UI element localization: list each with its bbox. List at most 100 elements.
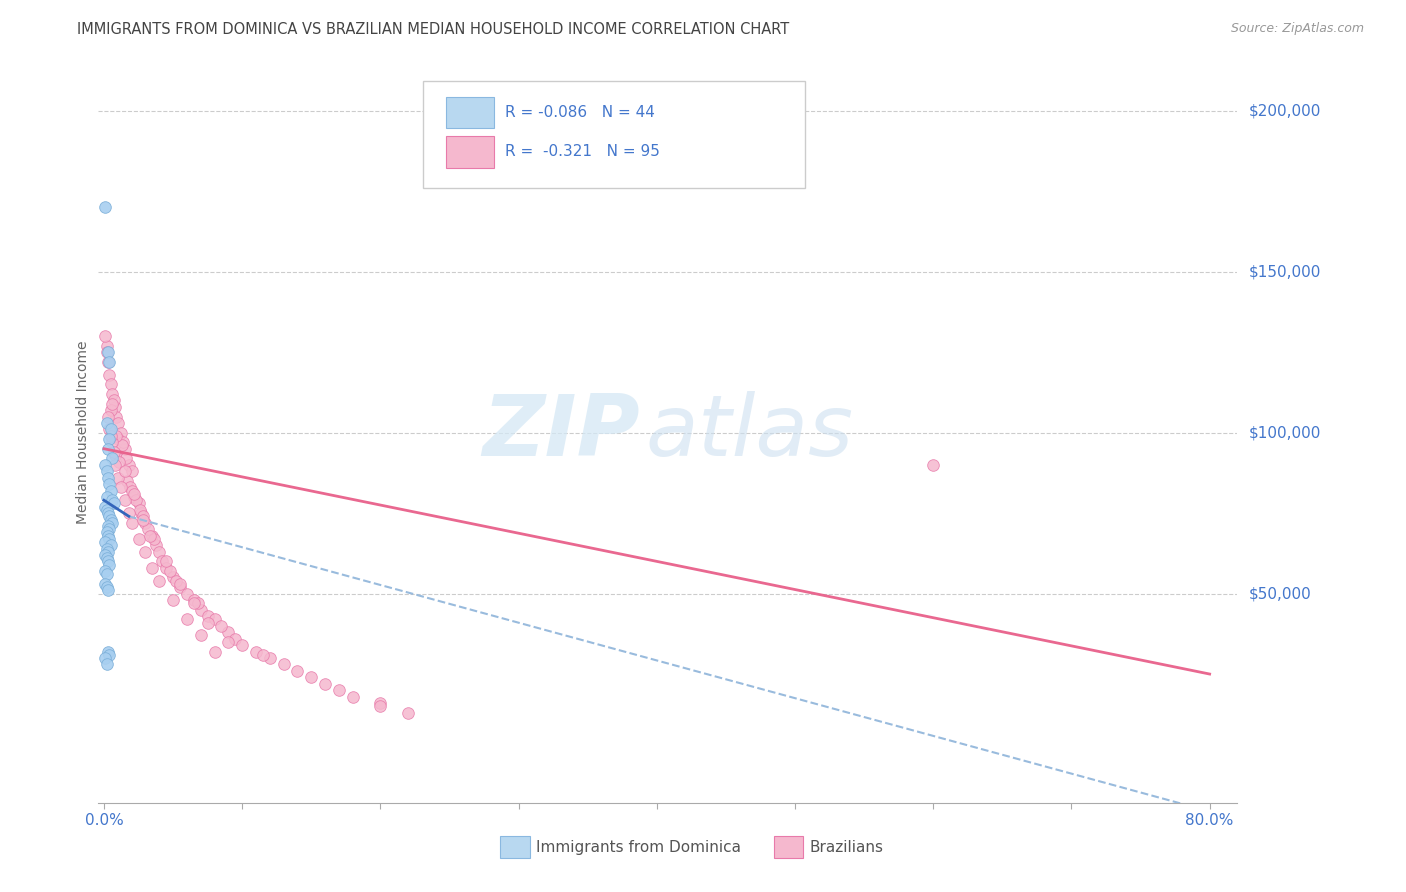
Point	[128, 503, 150, 517]
Point	[159, 564, 181, 578]
Point	[97, 554, 120, 568]
Text: R = -0.086   N = 44: R = -0.086 N = 44	[505, 104, 655, 120]
Text: Source: ZipAtlas.com: Source: ZipAtlas.com	[1230, 22, 1364, 36]
Point	[370, 699, 392, 714]
Point	[204, 644, 226, 658]
Text: $50,000: $50,000	[1249, 586, 1310, 601]
Point	[128, 532, 150, 546]
Point	[105, 429, 128, 443]
Point	[121, 483, 143, 498]
Point	[128, 496, 150, 510]
Point	[98, 422, 121, 436]
Point	[101, 397, 124, 411]
Point	[96, 580, 118, 594]
Point	[94, 500, 117, 514]
Text: ZIP: ZIP	[482, 391, 640, 475]
Point	[100, 403, 122, 417]
Point	[190, 628, 212, 642]
Point	[104, 448, 127, 462]
Point	[342, 690, 364, 704]
Point	[107, 471, 129, 485]
Point	[131, 509, 153, 524]
Point	[110, 480, 132, 494]
Point	[115, 451, 138, 466]
Point	[108, 454, 131, 468]
Point	[169, 577, 191, 591]
Text: $100,000: $100,000	[1249, 425, 1320, 440]
Point	[231, 638, 253, 652]
Point	[118, 458, 141, 472]
Point	[273, 657, 295, 672]
Point	[101, 493, 124, 508]
Point	[98, 532, 121, 546]
Point	[104, 400, 127, 414]
Point	[96, 567, 118, 582]
Point	[117, 474, 139, 488]
Point	[131, 512, 153, 526]
Point	[224, 632, 246, 646]
Point	[150, 554, 173, 568]
Point	[101, 516, 124, 530]
FancyBboxPatch shape	[446, 136, 494, 168]
Point	[370, 696, 392, 710]
Point	[124, 490, 146, 504]
Point	[96, 464, 118, 478]
Point	[114, 442, 136, 456]
Point	[94, 329, 117, 343]
Point	[94, 651, 117, 665]
Point	[97, 506, 120, 520]
Point	[94, 564, 117, 578]
Point	[141, 561, 163, 575]
Point	[155, 561, 177, 575]
Point	[94, 200, 117, 214]
Point	[97, 442, 120, 456]
Point	[197, 615, 219, 630]
Point	[155, 554, 177, 568]
Point	[183, 596, 205, 610]
Point	[111, 438, 134, 452]
Point	[125, 493, 148, 508]
Point	[245, 644, 267, 658]
Point	[287, 664, 309, 678]
Point	[162, 593, 184, 607]
Text: atlas: atlas	[645, 391, 853, 475]
Text: $150,000: $150,000	[1249, 264, 1320, 279]
Point	[922, 458, 945, 472]
Point	[103, 445, 125, 459]
Point	[112, 435, 135, 450]
Point	[96, 339, 118, 353]
Point	[100, 538, 122, 552]
Point	[136, 522, 159, 536]
Point	[98, 368, 121, 382]
Point	[217, 625, 239, 640]
Point	[94, 548, 117, 562]
Point	[100, 483, 122, 498]
Point	[98, 477, 121, 491]
Point	[94, 577, 117, 591]
Point	[98, 432, 121, 446]
Text: Brazilians: Brazilians	[808, 839, 883, 855]
Point	[120, 480, 142, 494]
Point	[100, 377, 122, 392]
Point	[97, 545, 120, 559]
Point	[299, 670, 322, 684]
Point	[103, 496, 125, 510]
Point	[118, 506, 141, 520]
Point	[197, 609, 219, 624]
Point	[100, 429, 122, 443]
Point	[183, 593, 205, 607]
Point	[96, 525, 118, 540]
Point	[98, 522, 121, 536]
Text: Immigrants from Dominica: Immigrants from Dominica	[536, 839, 741, 855]
Point	[142, 532, 165, 546]
Point	[259, 651, 281, 665]
Text: IMMIGRANTS FROM DOMINICA VS BRAZILIAN MEDIAN HOUSEHOLD INCOME CORRELATION CHART: IMMIGRANTS FROM DOMINICA VS BRAZILIAN ME…	[77, 22, 790, 37]
Point	[96, 416, 118, 430]
Point	[98, 355, 121, 369]
Point	[162, 570, 184, 584]
Point	[98, 558, 121, 572]
Point	[98, 648, 121, 662]
Point	[129, 506, 152, 520]
FancyBboxPatch shape	[501, 836, 530, 857]
Point	[94, 535, 117, 549]
